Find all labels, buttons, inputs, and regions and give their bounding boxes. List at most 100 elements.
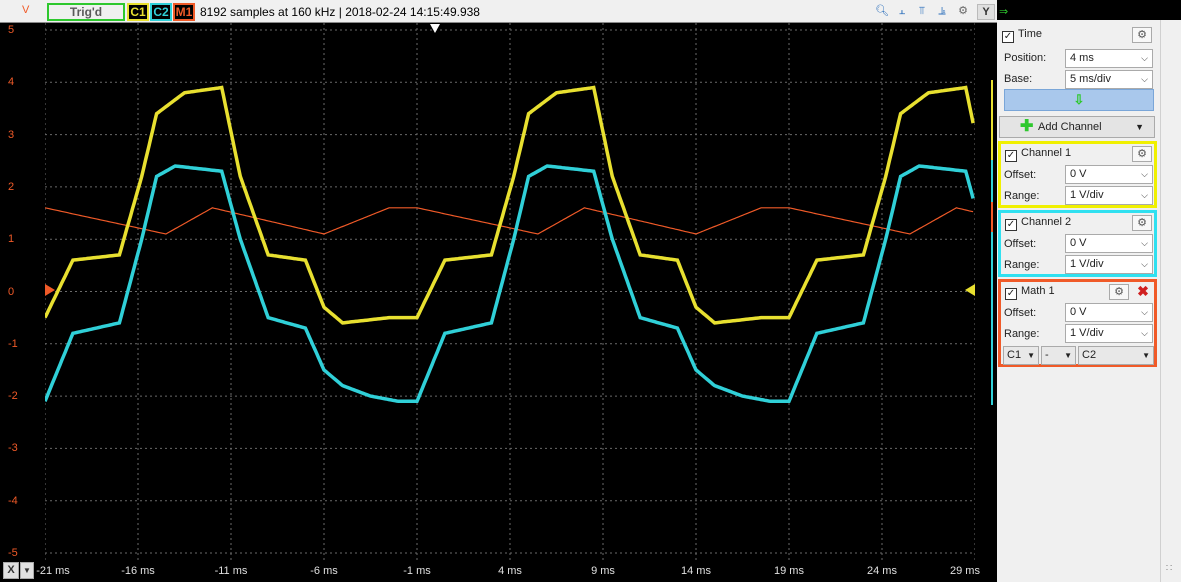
- channel2-auto-icon[interactable]: ⚙: [1132, 215, 1152, 231]
- x-axis-button[interactable]: X: [3, 562, 19, 579]
- plus-icon: ✚: [1020, 118, 1034, 135]
- math1-offset-label: Offset:: [1004, 307, 1037, 319]
- panel-toggle-arrow-icon[interactable]: ⇒: [999, 6, 1009, 18]
- math1-operator-select[interactable]: - ▼: [1041, 346, 1076, 365]
- y-tick-label: 2: [8, 180, 15, 193]
- channel1-offset-value: 0 V: [1070, 168, 1087, 180]
- math1-section: ✓ Math 1 ⚙ ✖ Offset: 0 V ⌵ Range: 1 V/div ⌵…: [998, 279, 1157, 367]
- channel2-range-label: Range:: [1004, 259, 1040, 271]
- acquisition-info: 8192 samples at 160 kHz | 2018-02-24 14:…: [200, 5, 480, 19]
- x-tick-label: 24 ms: [867, 565, 897, 577]
- y-tick-label: 0: [8, 285, 15, 298]
- resize-grip-icon[interactable]: ∷: [1165, 563, 1173, 574]
- chevron-down-icon: ⌵: [1141, 238, 1148, 248]
- channel1-auto-icon[interactable]: ⚙: [1132, 146, 1152, 162]
- math1-range-select[interactable]: 1 V/div ⌵: [1065, 324, 1153, 343]
- x-tick-label: 9 ms: [591, 565, 615, 577]
- y-axis: 5 4 3 2 1 0 -1 -2 -3 -4 -5: [0, 23, 45, 560]
- panel-scroll-area[interactable]: [1160, 20, 1181, 582]
- math1-trace: [45, 207, 974, 235]
- x-tick-label: -21 ms: [36, 565, 70, 577]
- align-bottom-icon[interactable]: ⫡: [938, 5, 946, 17]
- trigger-position-marker: [430, 24, 440, 33]
- channel1-offset-label: Offset:: [1004, 169, 1037, 181]
- x-tick-label: -11 ms: [214, 565, 248, 577]
- math1-operand-b-value: C2: [1082, 349, 1097, 361]
- channel2-checkbox[interactable]: ✓: [1005, 219, 1017, 231]
- position-value: 4 ms: [1070, 52, 1094, 64]
- waveform-plot[interactable]: [45, 23, 975, 560]
- math1-operand-a-value: C1: [1007, 349, 1022, 361]
- x-axis-dropdown[interactable]: ▼: [20, 562, 34, 579]
- channel1-checkbox[interactable]: ✓: [1005, 150, 1017, 162]
- channel2-range-value: 1 V/div: [1070, 258, 1104, 270]
- x-tick-label: -16 ms: [121, 565, 155, 577]
- chevron-down-icon: ⌵: [1141, 259, 1148, 269]
- chevron-down-icon: ▼: [1027, 351, 1035, 360]
- channel1-range-label: Range:: [1004, 190, 1040, 202]
- x-tick-label: -1 ms: [403, 565, 431, 577]
- time-auto-icon[interactable]: ⚙: [1132, 27, 1152, 43]
- channel2-title: Channel 2: [1021, 216, 1072, 228]
- x-axis: X ▼ -21 ms -16 ms -11 ms -6 ms -1 ms 4 ms 9 ms…: [0, 560, 997, 582]
- math1-operand-b-select[interactable]: C2 ▼: [1078, 346, 1154, 365]
- plot-grid: [45, 23, 975, 560]
- time-section: ✓ Time ⚙ Position: 4 ms ⌵ Base: 5 ms/div ⌵ …: [998, 23, 1157, 115]
- y-tick-label: 3: [8, 128, 15, 141]
- channel1-offset-select[interactable]: 0 V ⌵: [1065, 165, 1153, 184]
- y-tick-label: 4: [8, 76, 15, 89]
- trigger-status-button[interactable]: Trig'd: [47, 3, 125, 21]
- zero-level-marker-left: [45, 284, 55, 296]
- x-tick-label: 19 ms: [774, 565, 804, 577]
- add-channel-label: Add Channel: [1038, 121, 1102, 133]
- x-tick-label: 14 ms: [681, 565, 711, 577]
- align-middle-icon[interactable]: ⫪: [918, 5, 926, 17]
- math1-range-value: 1 V/div: [1070, 327, 1104, 339]
- math1-tag[interactable]: M1: [173, 3, 195, 21]
- apply-down-button[interactable]: ⇩: [1004, 89, 1154, 111]
- y-tick-label: -2: [8, 390, 18, 403]
- math1-close-icon[interactable]: ✖: [1137, 283, 1149, 299]
- time-checkbox[interactable]: ✓: [1002, 31, 1014, 43]
- add-channel-button[interactable]: ✚ Add Channel ▼: [999, 116, 1155, 138]
- chevron-down-icon: ⌵: [1141, 190, 1148, 200]
- chevron-down-icon: ▼: [1142, 351, 1150, 360]
- base-select[interactable]: 5 ms/div ⌵: [1065, 70, 1153, 89]
- math1-checkbox[interactable]: ✓: [1005, 288, 1017, 300]
- channel2-tag[interactable]: C2: [150, 3, 172, 21]
- channel2-trace: [45, 164, 975, 404]
- base-value: 5 ms/div: [1070, 73, 1111, 85]
- position-label: Position:: [1004, 52, 1047, 64]
- y-tick-label: -1: [8, 337, 18, 350]
- channel2-offset-label: Offset:: [1004, 238, 1037, 250]
- base-label: Base:: [1004, 73, 1033, 85]
- math1-auto-icon[interactable]: ⚙: [1109, 284, 1129, 300]
- y-tick-label: -5: [8, 547, 18, 559]
- channel2-offset-select[interactable]: 0 V ⌵: [1065, 234, 1153, 253]
- channel1-range-select[interactable]: 1 V/div ⌵: [1065, 186, 1153, 205]
- y-axis-button[interactable]: Y: [977, 4, 995, 20]
- channel1-range-value: 1 V/div: [1070, 189, 1104, 201]
- channel1-section: ✓ Channel 1 ⚙ Offset: 0 V ⌵ Range: 1 V/div…: [998, 141, 1157, 208]
- align-top-icon[interactable]: ⫠: [898, 5, 906, 17]
- y-tick-label: -3: [8, 442, 18, 455]
- toolbar: V Trig'd C1 C2 M1 8192 samples at 160 kH…: [0, 0, 1008, 23]
- channel1-tag[interactable]: C1: [127, 3, 149, 21]
- auto-settings-icon[interactable]: ⚙: [958, 5, 968, 17]
- zoom-icon[interactable]: 🔍︎: [875, 5, 889, 17]
- position-select[interactable]: 4 ms ⌵: [1065, 49, 1153, 68]
- volt-unit-label: V: [22, 4, 30, 16]
- math1-offset-select[interactable]: 0 V ⌵: [1065, 303, 1153, 322]
- chevron-down-icon: ⌵: [1141, 307, 1148, 317]
- channel1-title: Channel 1: [1021, 147, 1072, 159]
- y-tick-label: -4: [8, 494, 18, 507]
- channel2-range-select[interactable]: 1 V/div ⌵: [1065, 255, 1153, 274]
- time-title: Time: [1018, 28, 1043, 40]
- x-tick-label: 29 ms: [950, 565, 980, 577]
- trigger-level-marker-right: [965, 284, 975, 296]
- x-tick-label: 4 ms: [498, 565, 522, 577]
- math1-operand-a-select[interactable]: C1 ▼: [1003, 346, 1039, 365]
- y-tick-label: 5: [8, 24, 15, 36]
- math1-range-bracket: [985, 202, 993, 232]
